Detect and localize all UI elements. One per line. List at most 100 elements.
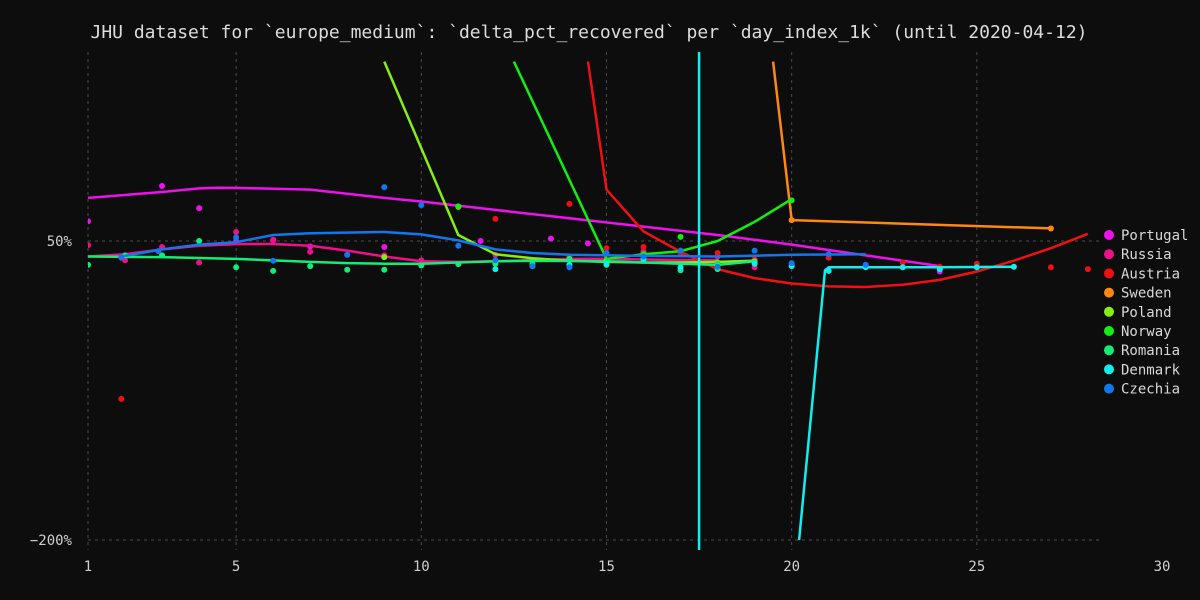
data-point-portugal (547, 235, 554, 242)
data-point-czechia (862, 261, 869, 268)
data-point-czechia (640, 253, 647, 260)
x-tick-label: 20 (783, 559, 800, 575)
data-point-romania (270, 267, 277, 274)
data-point-czechia (118, 254, 125, 261)
y-tick-label: −200% (30, 533, 73, 549)
y-tick-label: 50% (47, 234, 73, 250)
data-point-austria (1047, 264, 1054, 271)
legend-label-austria: Austria (1121, 266, 1180, 282)
data-point-austria (640, 243, 647, 250)
data-point-romania (159, 252, 166, 259)
legend-label-norway: Norway (1121, 324, 1172, 340)
data-point-romania (455, 261, 462, 268)
data-point-czechia (270, 257, 277, 264)
legend-marker-russia (1104, 249, 1114, 260)
series-line-czechia (121, 230, 866, 258)
data-point-czechia (233, 234, 240, 241)
data-point-czechia (492, 257, 499, 264)
series-line-norway (512, 61, 793, 261)
data-point-czechia (825, 251, 832, 258)
x-tick-label: 25 (968, 559, 985, 575)
data-point-romania (381, 266, 388, 273)
legend-label-denmark: Denmark (1121, 362, 1181, 378)
grid (87, 52, 1100, 550)
legend-marker-austria (1104, 268, 1114, 279)
legend-marker-norway (1104, 326, 1114, 336)
data-point-russia (270, 236, 277, 243)
data-point-russia (233, 229, 240, 236)
data-point-czechia (344, 251, 351, 258)
legend-label-poland: Poland (1121, 305, 1172, 321)
legend-marker-czechia (1104, 383, 1114, 394)
data-point-denmark (492, 266, 499, 273)
data-point-austria (714, 249, 721, 256)
x-tick-label: 1 (84, 559, 92, 575)
legend-label-russia: Russia (1121, 247, 1172, 263)
legend: Portugal Russia Austria Sweden Poland Norway R… (1104, 228, 1188, 398)
series-line-sweden (771, 61, 1051, 230)
chart-title: JHU dataset for `europe_medium`: `delta_… (90, 22, 1088, 43)
data-point-romania (344, 266, 351, 273)
data-point-austria (492, 215, 499, 222)
data-point-denmark (825, 267, 832, 274)
data-point-czechia (714, 263, 721, 270)
data-point-czechia (751, 247, 758, 254)
legend-label-portugal: Portugal (1121, 228, 1188, 244)
data-point-poland (381, 254, 388, 261)
series-line-austria (586, 61, 1089, 289)
data-point-denmark (936, 266, 943, 273)
legend-label-czechia: Czechia (1121, 382, 1180, 398)
legend-marker-romania (1104, 345, 1114, 356)
data-point-norway (455, 203, 462, 210)
data-point-romania (233, 264, 240, 271)
data-point-czechia (529, 263, 536, 270)
data-point-austria (566, 200, 573, 207)
data-point-norway (788, 197, 795, 204)
data-point-czechia (677, 247, 684, 254)
data-point-sweden (788, 217, 795, 224)
data-point-austria (899, 259, 906, 266)
x-tick-label: 30 (1154, 559, 1171, 575)
legend-marker-poland (1104, 306, 1114, 317)
data-point-czechia (455, 242, 462, 249)
data-point-denmark (751, 260, 758, 267)
data-point-denmark (1010, 263, 1017, 270)
data-point-czechia (603, 249, 610, 256)
data-point-sweden (1047, 225, 1054, 232)
data-point-portugal (584, 240, 591, 247)
data-point-russia (196, 259, 203, 266)
data-point-romania (418, 262, 425, 269)
data-point-denmark (899, 264, 906, 271)
data-point-portugal (381, 243, 388, 250)
data-point-czechia (418, 202, 425, 209)
data-point-austria (603, 245, 610, 252)
data-point-romania (88, 261, 91, 268)
data-point-czechia (155, 248, 162, 255)
data-point-portugal (196, 205, 203, 212)
data-point-czechia (788, 260, 795, 267)
data-point-austria (118, 395, 125, 402)
data-point-czechia (381, 184, 388, 191)
x-tick-label: 10 (413, 559, 430, 575)
data-point-portugal (88, 218, 91, 225)
data-point-denmark (677, 264, 684, 271)
data-point-romania (307, 263, 314, 270)
x-tick-label: 5 (232, 559, 240, 575)
data-point-russia (307, 248, 314, 255)
data-point-czechia (566, 264, 573, 271)
data-point-portugal (477, 238, 484, 244)
data-point-portugal (159, 182, 166, 189)
data-point-norway (677, 233, 684, 240)
x-tick-label: 15 (598, 559, 615, 575)
series-line-portugal (88, 186, 940, 268)
legend-marker-sweden (1104, 287, 1114, 298)
series-line-denmark (797, 265, 1014, 541)
plot-area (88, 52, 1091, 550)
data-point-austria (1084, 266, 1091, 273)
data-point-denmark (973, 264, 980, 271)
data-point-russia (88, 242, 91, 249)
legend-label-romania: Romania (1121, 343, 1180, 359)
legend-marker-denmark (1104, 364, 1114, 375)
